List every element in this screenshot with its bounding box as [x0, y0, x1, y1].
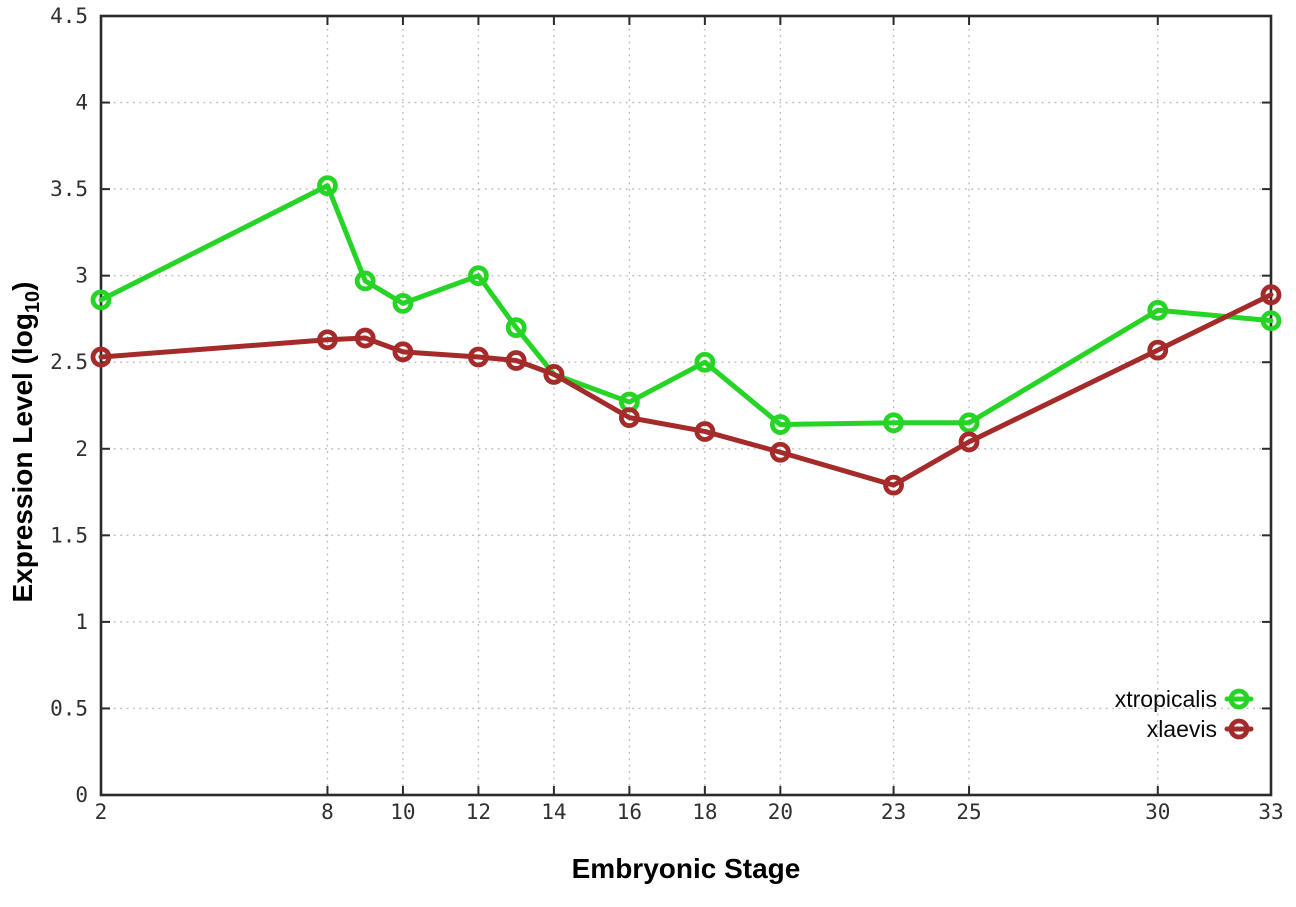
- legend-marker-xtropicalis: [1228, 688, 1250, 710]
- x-tick-label: 20: [768, 800, 793, 824]
- y-tick-label: 1: [75, 610, 88, 634]
- y-tick-label: 3.5: [50, 177, 88, 201]
- y-tick-label: 4.5: [50, 4, 88, 28]
- data-point-xtropicalis: [354, 270, 376, 292]
- data-point-xlaevis: [958, 431, 980, 453]
- x-tick-label: 33: [1258, 800, 1283, 824]
- data-point-xtropicalis: [392, 292, 414, 314]
- x-tick-label: 23: [881, 800, 906, 824]
- data-point-xtropicalis: [883, 412, 904, 434]
- data-point-xlaevis: [90, 346, 112, 368]
- data-point-xlaevis: [618, 407, 640, 429]
- y-tick-label: 2.5: [50, 350, 88, 374]
- y-tick-label: 2: [75, 437, 88, 461]
- x-tick-label: 18: [692, 800, 717, 824]
- x-tick-label: 14: [541, 800, 566, 824]
- data-point-xlaevis: [317, 329, 338, 351]
- y-axis-label-subscript: 10: [22, 291, 44, 313]
- data-point-xtropicalis: [317, 175, 338, 197]
- x-axis-label: Embryonic Stage: [572, 853, 801, 884]
- gridlines: [100, 15, 1272, 795]
- data-point-xtropicalis: [769, 414, 791, 435]
- data-point-xlaevis: [392, 341, 414, 363]
- x-tick-label: 10: [390, 800, 415, 824]
- legend: xtropicalis xlaevis: [1115, 686, 1254, 742]
- x-tick-label: 12: [466, 800, 491, 824]
- data-series: [90, 175, 1282, 496]
- x-tick-label: 25: [956, 800, 981, 824]
- data-point-xlaevis: [769, 441, 791, 463]
- data-point-xtropicalis: [505, 317, 527, 339]
- data-point-xtropicalis: [1147, 299, 1169, 321]
- y-tick-label: 3: [75, 264, 88, 288]
- tick-labels: 2 8 10 12 14 16 18 20 23 25 30 33 0 0.5 1 1.5 2 2.5 3 3.5 4 4…: [50, 4, 1284, 824]
- data-point-xtropicalis: [90, 289, 112, 311]
- y-tick-label: 0: [75, 783, 88, 807]
- y-axis-label-main: Expression Level (log: [7, 313, 38, 602]
- plot-border: [99, 14, 1273, 797]
- x-tick-label: 30: [1145, 800, 1170, 824]
- y-axis-label: Expression Level (log10): [7, 282, 44, 603]
- data-point-xlaevis: [468, 346, 489, 368]
- data-point-xtropicalis: [694, 351, 716, 373]
- data-point-xlaevis: [883, 474, 904, 496]
- y-tick-label: 1.5: [50, 523, 88, 547]
- data-point-xlaevis: [1147, 339, 1169, 361]
- data-point-xlaevis: [354, 327, 376, 349]
- legend-marker-xlaevis: [1228, 718, 1250, 740]
- series-line-xtropicalis: [98, 183, 1274, 428]
- y-tick-label: 0.5: [50, 696, 88, 720]
- x-tick-label: 8: [321, 800, 334, 824]
- legend-label-xtropicalis: xtropicalis: [1115, 686, 1217, 712]
- axes: [99, 14, 1273, 797]
- y-tick-label: 4: [75, 91, 88, 115]
- data-point-xlaevis: [543, 363, 565, 385]
- data-point-xtropicalis: [958, 412, 980, 434]
- data-point-xlaevis: [505, 350, 527, 371]
- legend-label-xlaevis: xlaevis: [1147, 716, 1217, 742]
- y-axis-label-close: ): [7, 282, 38, 291]
- data-point-xlaevis: [694, 421, 716, 442]
- data-point-xtropicalis: [1260, 310, 1282, 332]
- series-line-xlaevis: [98, 292, 1274, 488]
- x-tick-label: 16: [617, 800, 642, 824]
- data-point-xlaevis: [1260, 284, 1282, 306]
- data-point-xtropicalis: [468, 265, 489, 287]
- x-tick-label: 2: [95, 800, 108, 824]
